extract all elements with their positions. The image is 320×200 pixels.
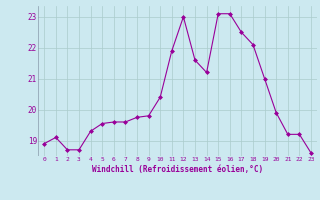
X-axis label: Windchill (Refroidissement éolien,°C): Windchill (Refroidissement éolien,°C) [92, 165, 263, 174]
